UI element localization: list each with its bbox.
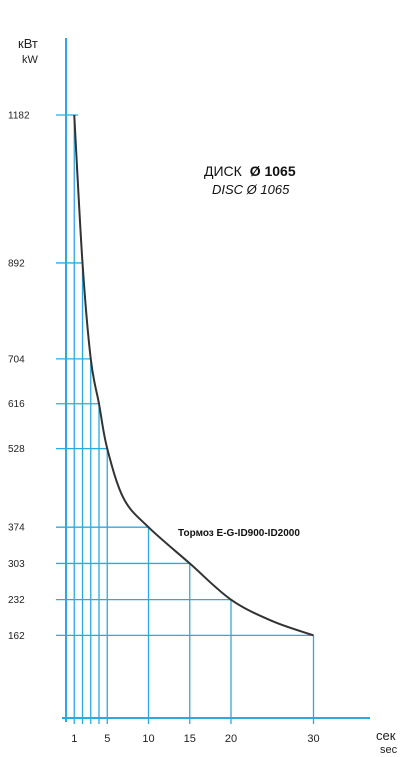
x-tick-label-1: 1 bbox=[71, 733, 77, 745]
disc-annotation-ru: ДИСК Ø 1065 bbox=[204, 163, 296, 179]
y-axis-unit-ru: кВт bbox=[18, 36, 38, 51]
curve bbox=[73, 114, 314, 637]
y-tick-label-616: 616 bbox=[8, 399, 25, 410]
y-tick-label-232: 232 bbox=[8, 595, 25, 606]
y-tick-label-303: 303 bbox=[8, 559, 25, 570]
x-tick-label-30: 30 bbox=[307, 733, 319, 745]
x-tick-label-20: 20 bbox=[225, 733, 237, 745]
y-tick-label-528: 528 bbox=[8, 444, 25, 455]
axes bbox=[62, 38, 370, 722]
y-tick-label-162: 162 bbox=[8, 631, 25, 642]
x-tick-label-5: 5 bbox=[104, 733, 110, 745]
disc-annotation-ru-prefix: ДИСК bbox=[204, 163, 243, 179]
disc-annotation-en: DISC Ø 1065 bbox=[212, 182, 290, 197]
x-axis-unit-en: sec bbox=[380, 744, 398, 756]
y-tick-label-374: 374 bbox=[8, 523, 25, 534]
curve-label: Тормоз E-G-ID900-ID2000 bbox=[178, 528, 300, 539]
y-tick-label-1182: 1182 bbox=[8, 111, 30, 122]
y-tick-label-704: 704 bbox=[8, 354, 25, 365]
series-line-brake-curve bbox=[73, 114, 314, 637]
y-tick-label-892: 892 bbox=[8, 258, 25, 269]
y-axis-unit-en: kW bbox=[22, 54, 39, 66]
grid-lines bbox=[56, 114, 315, 724]
x-tick-label-10: 10 bbox=[142, 733, 154, 745]
x-tick-label-15: 15 bbox=[184, 733, 196, 745]
x-axis-unit-ru: сек bbox=[376, 728, 396, 743]
disc-annotation-ru-value: Ø 1065 bbox=[250, 163, 296, 179]
